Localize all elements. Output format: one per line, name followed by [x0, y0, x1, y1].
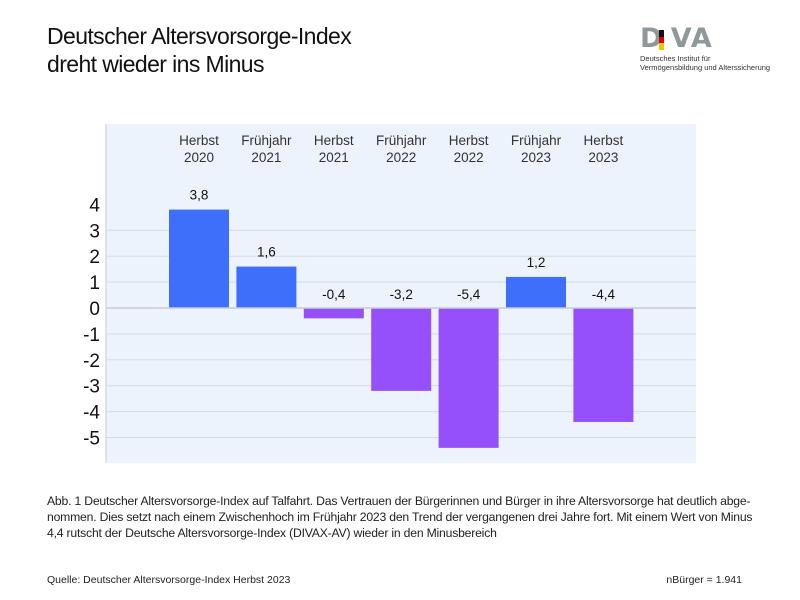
logo-subtitle: Deutsches Institut für Vermögensbildung … — [640, 54, 780, 72]
data-label: -4,4 — [592, 287, 616, 302]
y-tick-label: 3 — [89, 221, 100, 242]
category-label: 2023 — [521, 150, 551, 165]
category-label: Herbst — [314, 133, 354, 148]
logo-subtitle-line-2: Vermögensbildung und Alterssicherung — [640, 63, 771, 72]
data-label: -3,2 — [390, 287, 413, 302]
category-label: Frühjahr — [376, 133, 427, 148]
y-tick-label: 1 — [89, 273, 100, 294]
bar — [236, 266, 297, 308]
y-tick-label: -3 — [83, 377, 100, 398]
category-label: Herbst — [449, 133, 489, 148]
category-label: 2021 — [251, 150, 281, 165]
sample-size: nBürger = 1.941 — [666, 574, 742, 586]
german-flag-icon — [659, 30, 664, 50]
source-note: Quelle: Deutscher Altersvorsorge-Index H… — [47, 574, 291, 586]
title-line-1: Deutscher Altersvorsorge-Index — [47, 23, 352, 49]
category-label: Frühjahr — [511, 133, 562, 148]
category-label: Frühjahr — [241, 133, 292, 148]
category-label: Herbst — [179, 133, 219, 148]
y-tick-label: -2 — [83, 351, 100, 372]
category-label: 2022 — [454, 150, 484, 165]
y-tick-label: -5 — [83, 429, 100, 450]
category-label: 2020 — [184, 150, 214, 165]
data-label: -5,4 — [457, 287, 481, 302]
category-label: 2022 — [386, 150, 416, 165]
bar — [371, 308, 432, 391]
page-title: Deutscher Altersvorsorge-Index dreht wie… — [47, 22, 352, 78]
diva-logo: D VA Deutsches Institut für Vermögensbil… — [640, 23, 780, 72]
y-tick-label: 0 — [89, 299, 100, 320]
bar — [303, 308, 364, 319]
y-tick-label: 2 — [89, 247, 100, 268]
title-line-2: dreht wieder ins Minus — [47, 51, 265, 77]
data-label: 3,8 — [190, 188, 209, 203]
data-label: 1,6 — [257, 245, 276, 260]
data-label: -0,4 — [322, 287, 346, 302]
bar — [438, 308, 499, 448]
category-label: Herbst — [584, 133, 624, 148]
bar — [573, 308, 634, 422]
y-tick-label: -1 — [83, 325, 100, 346]
y-tick-label: -4 — [83, 403, 100, 424]
category-label: 2021 — [319, 150, 349, 165]
bar — [169, 209, 229, 308]
logo-wordmark: D VA — [640, 23, 713, 54]
category-label: 2023 — [588, 150, 618, 165]
logo-subtitle-line-1: Deutsches Institut für — [640, 54, 711, 63]
y-tick-label: 4 — [89, 195, 100, 216]
data-label: 1,2 — [527, 255, 546, 270]
bar — [506, 276, 566, 308]
figure-caption: Abb. 1 Deutscher Altersvorsorge-Index au… — [47, 494, 753, 540]
